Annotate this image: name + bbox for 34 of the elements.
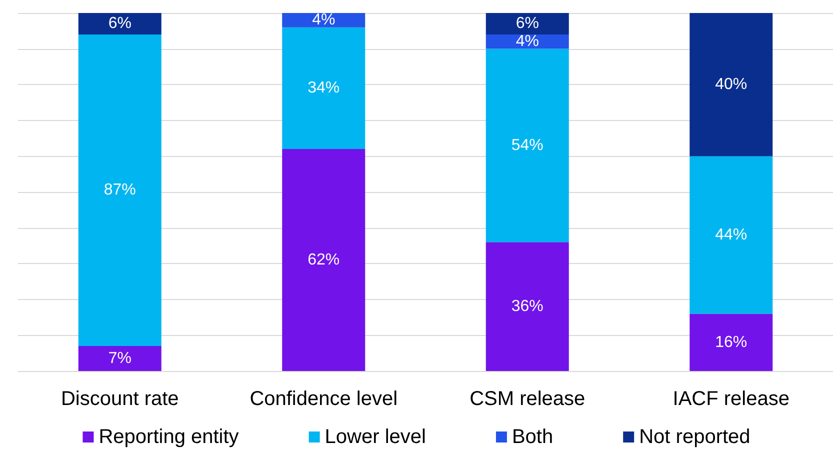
legend-label: Not reported (639, 426, 750, 448)
bar (690, 314, 773, 371)
bar (282, 149, 366, 371)
bar (78, 34, 162, 346)
bar (690, 156, 773, 314)
data-label: 87% (104, 182, 136, 199)
bar (486, 48, 569, 242)
data-label: 36% (511, 298, 544, 316)
data-label: 54% (511, 136, 544, 154)
data-label: 44% (715, 226, 748, 244)
legend-label: Reporting entity (98, 426, 239, 448)
bar (282, 13, 366, 28)
x-tick-label: Confidence level (250, 388, 398, 410)
data-label: 62% (308, 252, 340, 269)
data-label: 40% (715, 76, 748, 94)
data-label: 34% (308, 80, 340, 97)
data-label: 6% (516, 15, 539, 32)
bar (282, 27, 366, 150)
x-tick-label: CSM release (470, 388, 586, 410)
bar (486, 242, 569, 371)
legend-label: Lower level (324, 426, 426, 448)
bar (78, 13, 162, 34)
data-label: 7% (108, 350, 132, 367)
bar (486, 13, 569, 34)
legend-label: Both (512, 426, 554, 448)
x-tick-label: IACF release (672, 388, 790, 410)
data-label: 6% (108, 15, 132, 32)
bar (690, 13, 773, 156)
bar (486, 34, 569, 49)
data-label: 16% (715, 334, 748, 351)
data-label: 4% (312, 12, 336, 29)
data-label: 4% (516, 33, 539, 50)
x-tick-label: Discount rate (60, 388, 179, 410)
bar (78, 346, 162, 371)
